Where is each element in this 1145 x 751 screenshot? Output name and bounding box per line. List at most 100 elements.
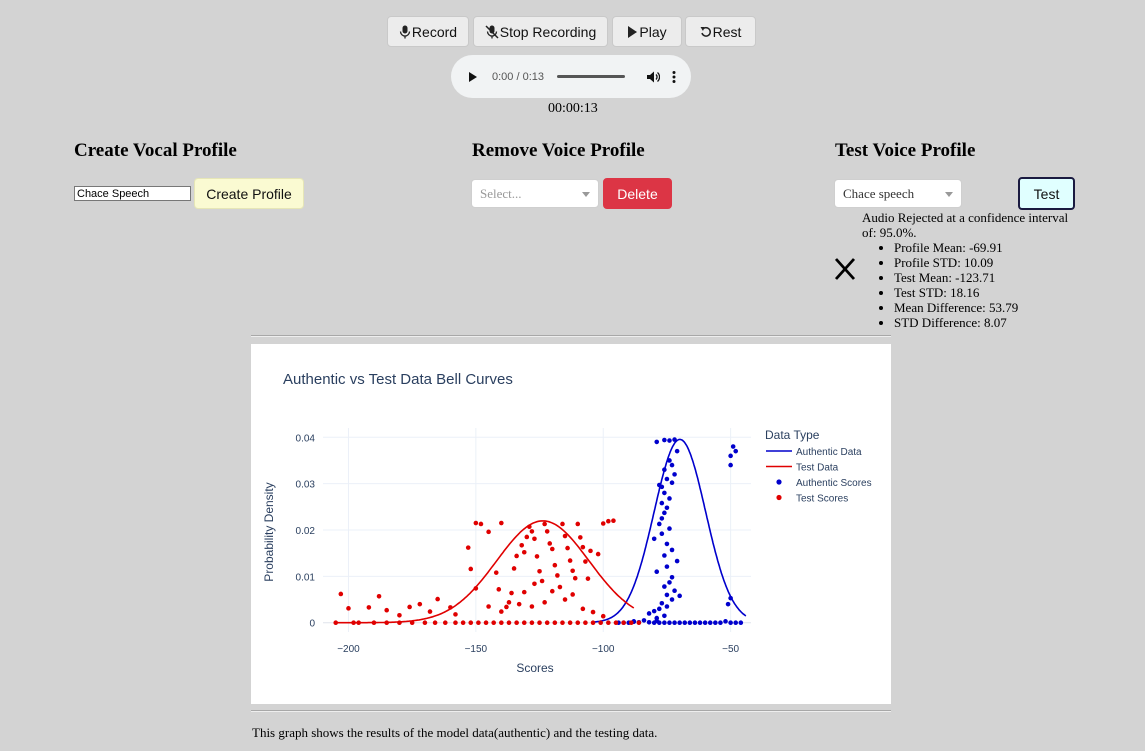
play-button[interactable]: Play [612,16,682,47]
data-point [493,570,499,575]
data-point [628,620,634,626]
data-point [677,593,682,599]
stat-test-std: Test STD: 18.16 [894,285,1077,300]
data-point [460,620,466,626]
test-button[interactable]: Test [1018,177,1075,210]
audio-player[interactable]: 0:00 / 0:13 [451,55,691,98]
legend-label[interactable]: Authentic Data [796,447,862,458]
data-point [664,505,670,511]
test-profile-select[interactable]: Chace speech [834,179,962,208]
data-point [409,620,415,626]
data-point [435,596,440,602]
data-point [730,444,736,449]
data-point [664,592,670,598]
stat-profile-mean: Profile Mean: -69.91 [894,240,1077,255]
play-label: Play [639,23,667,40]
chevron-down-icon [945,192,953,197]
data-point [527,524,532,530]
data-point [542,521,547,527]
data-point [547,541,553,546]
legend-label[interactable]: Authentic Scores [796,478,872,489]
chevron-down-icon [582,192,590,197]
data-point [529,604,535,609]
data-point [713,620,718,626]
data-point [662,490,667,496]
data-point [521,620,527,626]
bell-curve-chart[interactable]: Authentic vs Test Data Bell Curves −200−… [251,344,891,704]
data-point [656,521,662,527]
data-point [641,618,647,623]
data-point [667,620,672,626]
chart-legend[interactable]: Data Type Authentic Data Test Data Authent… [765,428,872,505]
elapsed-time: 00:00:13 [548,101,598,116]
select-placeholder: Select... [480,185,522,201]
legend-label[interactable]: Test Scores [796,494,848,505]
data-point [491,620,496,626]
series-line [335,520,635,624]
data-point [570,592,575,597]
more-options-icon[interactable] [672,70,676,84]
data-point [677,620,682,626]
chart-points [333,437,744,626]
stop-recording-button[interactable]: Stop Recording [473,16,608,47]
data-point [486,604,491,609]
data-point [504,604,509,610]
data-point [674,558,680,564]
chart-ticks: −200 −150 −100 −50 0 0.01 0.02 0.03 0.04 [296,433,740,655]
data-point [376,594,382,599]
data-point [506,620,512,626]
data-point [567,558,573,563]
data-point [537,568,542,574]
data-point [384,620,389,626]
stat-mean-difference: Mean Difference: 53.79 [894,300,1077,315]
delete-label: Delete [617,185,658,202]
data-point [667,496,672,501]
data-point [667,458,672,463]
data-point [544,529,550,534]
data-point [397,620,402,626]
play-icon[interactable] [468,71,478,83]
reject-x-icon [834,258,856,280]
reset-button[interactable]: Rest [685,16,756,47]
data-point [532,536,537,542]
data-point [509,590,514,596]
create-profile-button[interactable]: Create Profile [194,178,304,209]
y-tick-label: 0.01 [296,572,316,583]
remove-profile-select[interactable]: Select... [471,179,599,208]
data-point [524,534,530,540]
data-point [606,518,611,524]
record-button[interactable]: Record [387,16,469,47]
data-point [514,553,519,559]
legend-swatch [776,494,782,501]
data-point [662,584,667,589]
volume-icon[interactable] [646,70,660,84]
undo-icon [700,26,711,37]
result-stats-list: Profile Mean: -69.91 Profile STD: 10.09 … [862,240,1077,330]
data-point [448,605,453,610]
data-point [600,521,606,526]
y-axis-label: Probability Density [262,482,276,581]
data-point [659,531,665,537]
delete-button[interactable]: Delete [603,178,672,209]
data-point [521,589,527,595]
data-point [567,620,573,626]
data-point [427,609,433,614]
data-point [646,611,652,616]
legend-label[interactable]: Test Data [796,463,839,474]
result-message: Audio Rejected at a confidence interval … [862,210,1069,240]
data-point [366,605,372,610]
audio-progress-bar[interactable] [557,75,625,78]
data-point [333,620,339,626]
data-point [728,595,733,601]
profile-name-input[interactable] [74,186,191,201]
data-point [662,613,667,619]
data-point [534,554,540,559]
data-point [572,575,578,581]
data-point [723,619,728,624]
select-value: Chace speech [843,185,915,201]
data-point [669,597,675,602]
data-point [697,620,703,626]
data-point [432,620,438,626]
data-point [621,620,626,626]
data-point [539,578,545,584]
